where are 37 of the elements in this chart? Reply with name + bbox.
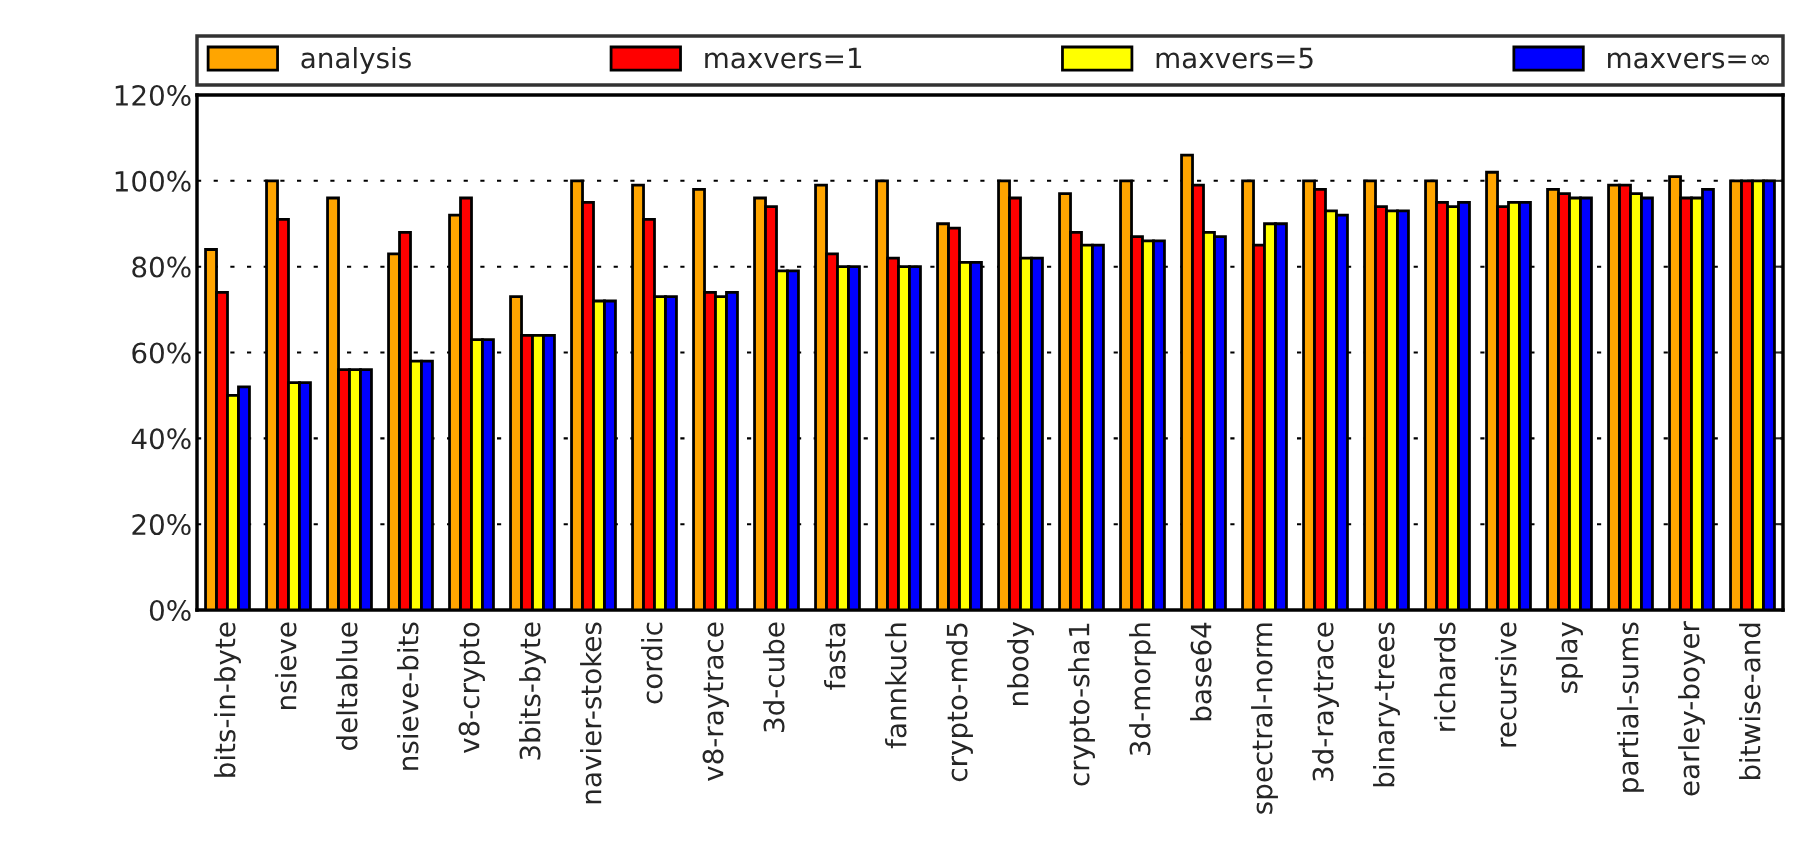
x-tick-label: navier-stokes bbox=[580, 622, 602, 804]
x-tick-label: crypto-sha1 bbox=[1068, 623, 1095, 786]
x-tick-label: spectral-norm bbox=[1251, 623, 1278, 814]
x-tick-label: binary-trees bbox=[1373, 622, 1400, 787]
x-tick-label: deltablue bbox=[336, 622, 358, 750]
y-tick-label: 100% bbox=[115, 170, 191, 192]
x-tick-label: splay bbox=[1556, 621, 1583, 693]
x-tick-label: 3d-raytrace bbox=[1312, 622, 1339, 781]
y-tick-label: 0% bbox=[149, 599, 191, 621]
y-tick-label: 60% bbox=[132, 342, 191, 364]
x-tick-label: cordic bbox=[641, 622, 663, 704]
x-tick-label: bits-in-byte bbox=[214, 622, 241, 777]
x-tick-label: crypto-md5 bbox=[946, 623, 973, 782]
x-tick-label: base64 bbox=[1190, 622, 1212, 721]
x-tick-label: fannkuch bbox=[885, 623, 907, 749]
x-tick-label: nsieve bbox=[275, 622, 297, 710]
y-tick-label: 40% bbox=[131, 428, 191, 450]
y-tick-label: 80% bbox=[132, 256, 191, 278]
x-tick-label: 3d-morph bbox=[1129, 623, 1156, 756]
y-tick-label: 120% bbox=[115, 84, 191, 106]
x-tick-label: nbody bbox=[1007, 621, 1034, 705]
x-tick-label: bitwise-and bbox=[1739, 623, 1761, 780]
legend-label: maxvers=∞ bbox=[1608, 52, 1769, 69]
x-tick-label: earley-boyer bbox=[1678, 621, 1705, 796]
x-tick-label: fasta bbox=[824, 623, 846, 690]
x-tick-label: v8-crypto bbox=[458, 622, 485, 754]
x-tick-label: 3d-cube bbox=[763, 622, 785, 732]
legend-label: maxvers=1 bbox=[705, 47, 862, 69]
x-tick-label: partial-sums bbox=[1617, 622, 1644, 792]
y-tick-label: 20% bbox=[132, 514, 191, 536]
x-tick-label: richards bbox=[1434, 622, 1456, 731]
x-tick-label: 3bits-byte bbox=[519, 622, 546, 760]
x-tick-label: recursive bbox=[1495, 622, 1517, 747]
x-tick-label: v8-raytrace bbox=[702, 622, 729, 781]
x-tick-label: nsieve-bits bbox=[397, 622, 419, 770]
legend-label: analysis bbox=[301, 47, 411, 74]
legend-label: maxvers=5 bbox=[1156, 47, 1313, 69]
